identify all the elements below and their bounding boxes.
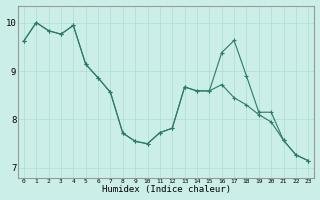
X-axis label: Humidex (Indice chaleur): Humidex (Indice chaleur) xyxy=(101,185,231,194)
